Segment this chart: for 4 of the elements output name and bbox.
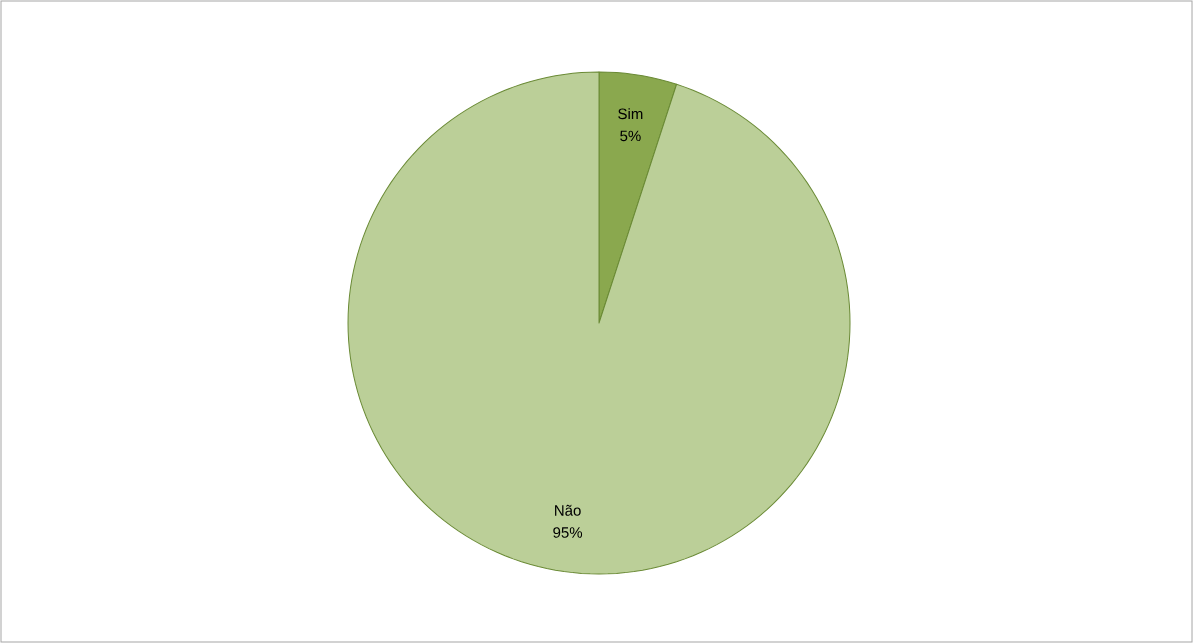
data-label: 95% (553, 527, 583, 538)
slice-label: Sim (618, 108, 643, 120)
slice-label: Não (555, 504, 581, 516)
data-label: 5% (620, 130, 641, 142)
